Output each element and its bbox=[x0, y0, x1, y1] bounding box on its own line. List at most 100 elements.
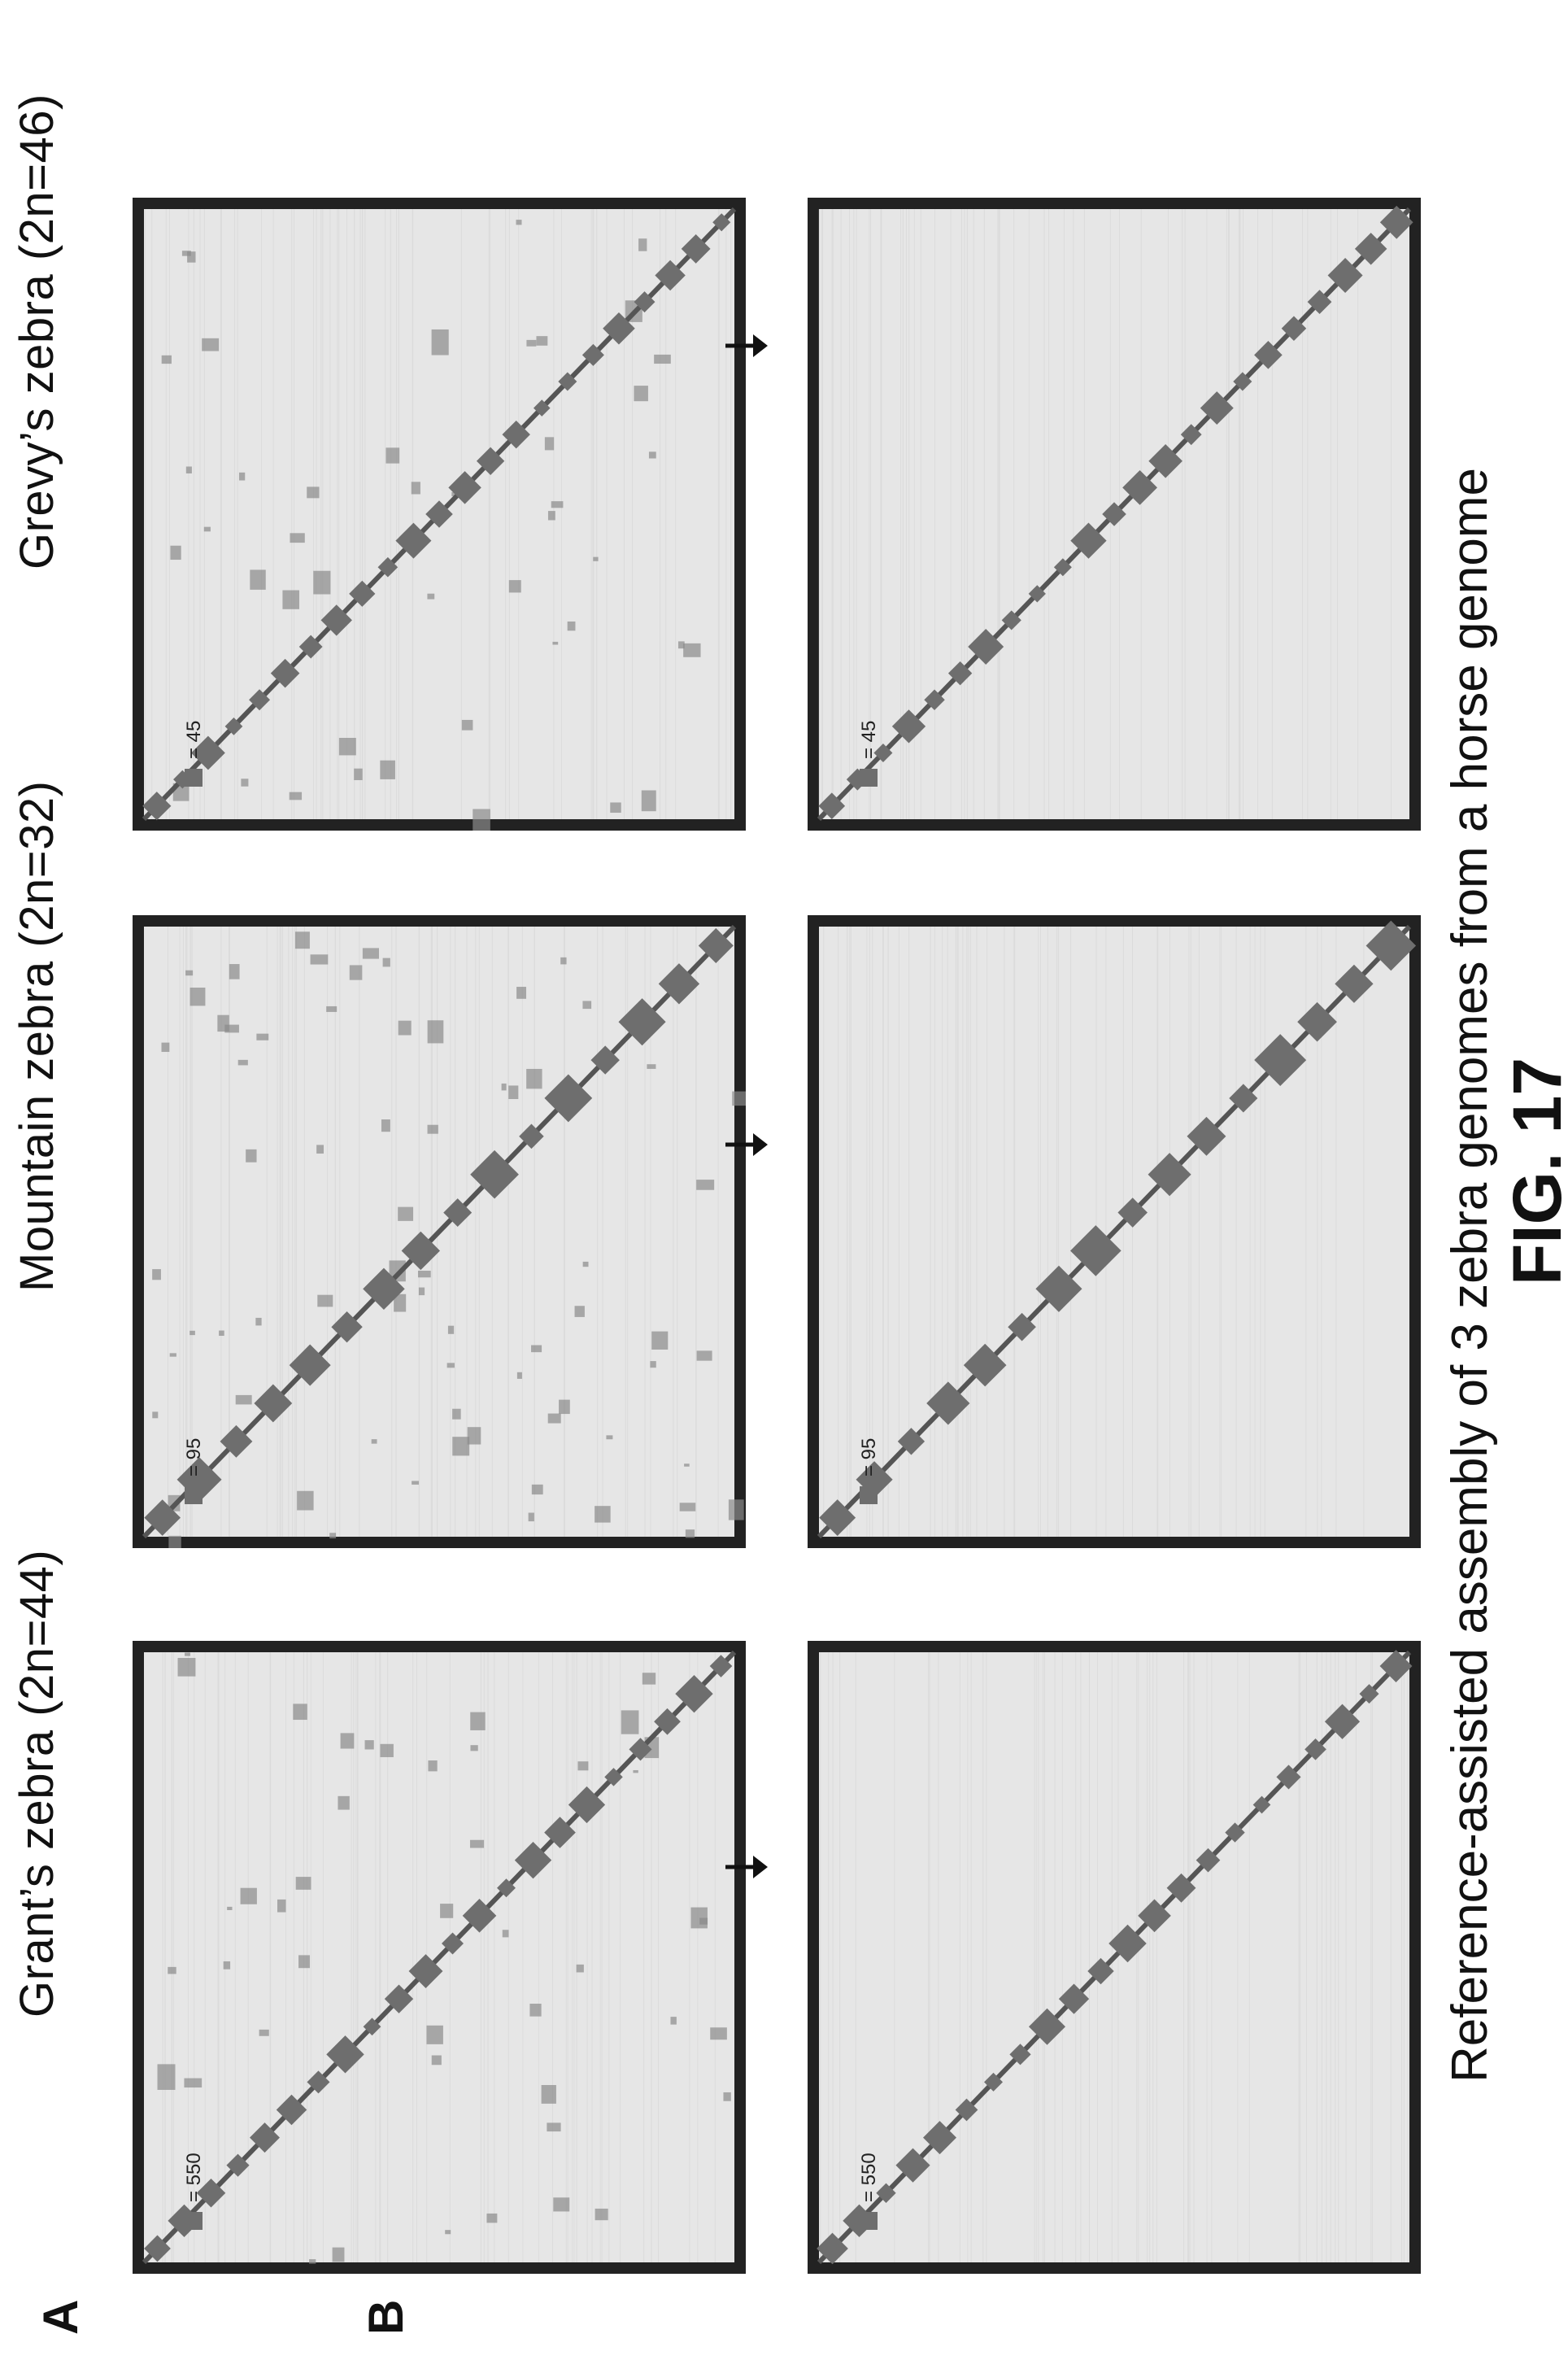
off-diagonal-mark bbox=[282, 590, 299, 609]
heatmap-a-grants-zebra: = 550 bbox=[133, 1641, 746, 2274]
off-diagonal-mark bbox=[696, 1180, 715, 1190]
chromosome-block bbox=[1008, 1312, 1036, 1341]
off-diagonal-mark bbox=[398, 1020, 412, 1036]
off-diagonal-mark bbox=[382, 958, 390, 967]
off-diagonal-mark bbox=[250, 569, 266, 590]
off-diagonal-mark bbox=[486, 2213, 498, 2223]
off-diagonal-mark bbox=[531, 1484, 543, 1495]
off-diagonal-mark bbox=[202, 338, 220, 351]
off-diagonal-mark bbox=[255, 1317, 262, 1326]
heatmap-a-grevys-zebra: = 45 bbox=[133, 198, 746, 831]
off-diagonal-mark bbox=[169, 1353, 176, 1357]
chromosome-block bbox=[224, 717, 243, 735]
off-diagonal-mark bbox=[547, 2122, 561, 2132]
off-diagonal-mark bbox=[259, 2029, 269, 2036]
off-diagonal-mark bbox=[593, 556, 599, 561]
off-diagonal-mark bbox=[219, 1330, 224, 1337]
off-diagonal-mark bbox=[467, 1427, 481, 1445]
figure-label: FIG. 17 bbox=[1499, 1057, 1568, 1285]
arrow-right-icon bbox=[725, 1856, 768, 1878]
chromosome-block bbox=[191, 735, 225, 770]
off-diagonal-mark bbox=[451, 491, 457, 496]
chromosome-block bbox=[873, 743, 893, 762]
off-diagonal-mark bbox=[582, 1001, 592, 1010]
off-diagonal-mark bbox=[431, 329, 449, 356]
chromosome-block bbox=[144, 1499, 181, 1536]
off-diagonal-mark bbox=[239, 472, 246, 481]
off-diagonal-mark bbox=[427, 1124, 438, 1134]
off-diagonal-mark bbox=[547, 511, 555, 521]
off-diagonal-mark bbox=[541, 2085, 556, 2104]
off-diagonal-mark bbox=[411, 482, 420, 495]
column-title-grevys-zebra: Grevy’s zebra (2n=46) bbox=[11, 94, 63, 569]
off-diagonal-mark bbox=[531, 1345, 542, 1353]
chromosome-block bbox=[1122, 469, 1157, 505]
svg-text:= 45: = 45 bbox=[183, 721, 205, 759]
off-diagonal-mark bbox=[641, 790, 656, 812]
off-diagonal-mark bbox=[501, 1083, 507, 1091]
panel-label-a: A bbox=[33, 2299, 88, 2335]
off-diagonal-mark bbox=[516, 220, 522, 225]
off-diagonal-mark bbox=[728, 1499, 744, 1520]
off-diagonal-mark bbox=[526, 339, 537, 347]
off-diagonal-mark bbox=[168, 1535, 181, 1548]
off-diagonal-mark bbox=[428, 1760, 438, 1772]
off-diagonal-mark bbox=[398, 1206, 414, 1221]
off-diagonal-mark bbox=[502, 1930, 509, 1938]
off-diagonal-mark bbox=[310, 954, 329, 965]
chromosome-block bbox=[443, 1198, 473, 1228]
off-diagonal-mark bbox=[237, 1059, 248, 1066]
chromosome-block bbox=[395, 522, 432, 559]
chromosome-block bbox=[363, 2018, 381, 2036]
svg-text:= 550: = 550 bbox=[858, 2153, 880, 2202]
off-diagonal-mark bbox=[307, 486, 320, 499]
off-diagonal-mark bbox=[380, 1743, 394, 1757]
chromosome-block bbox=[1276, 1765, 1301, 1790]
off-diagonal-mark bbox=[362, 948, 379, 959]
off-diagonal-mark bbox=[473, 809, 490, 831]
off-diagonal-mark bbox=[647, 1064, 656, 1069]
off-diagonal-mark bbox=[633, 1769, 638, 1773]
off-diagonal-mark bbox=[684, 1464, 690, 1467]
heatmap-legend: = 45 bbox=[183, 721, 205, 787]
off-diagonal-mark bbox=[161, 1042, 170, 1053]
off-diagonal-mark bbox=[189, 988, 206, 1006]
chromosome-block bbox=[1200, 391, 1234, 425]
off-diagonal-mark bbox=[461, 719, 473, 731]
off-diagonal-mark bbox=[536, 336, 548, 346]
off-diagonal-mark bbox=[528, 1512, 534, 1522]
off-diagonal-mark bbox=[385, 447, 400, 464]
off-diagonal-mark bbox=[418, 1287, 425, 1296]
off-diagonal-mark bbox=[642, 1673, 656, 1685]
off-diagonal-mark bbox=[394, 1293, 407, 1312]
off-diagonal-mark bbox=[329, 1533, 337, 1539]
column-title-grants-zebra: Grant’s zebra (2n=44) bbox=[11, 1549, 63, 2018]
off-diagonal-mark bbox=[427, 593, 435, 600]
off-diagonal-mark bbox=[189, 1330, 195, 1336]
off-diagonal-mark bbox=[610, 802, 621, 814]
off-diagonal-mark bbox=[168, 1966, 176, 1974]
chromosome-block bbox=[270, 658, 300, 688]
chromosome-block bbox=[1117, 1197, 1148, 1228]
off-diagonal-mark bbox=[447, 1325, 455, 1334]
off-diagonal-mark bbox=[553, 2197, 570, 2212]
off-diagonal-mark bbox=[650, 1361, 656, 1368]
off-diagonal-mark bbox=[516, 987, 527, 999]
off-diagonal-mark bbox=[185, 970, 194, 976]
chromosome-block bbox=[497, 1878, 516, 1898]
svg-text:= 45: = 45 bbox=[858, 721, 880, 759]
chromosome-block bbox=[462, 1899, 497, 1933]
off-diagonal-mark bbox=[469, 1839, 485, 1848]
off-diagonal-mark bbox=[277, 1899, 286, 1913]
chromosome-block bbox=[897, 1428, 926, 1455]
off-diagonal-mark bbox=[577, 1761, 589, 1771]
off-diagonal-mark bbox=[185, 1652, 190, 1656]
off-diagonal-mark bbox=[187, 251, 196, 263]
chromosome-block bbox=[1028, 2008, 1066, 2045]
off-diagonal-mark bbox=[529, 2004, 542, 2017]
off-diagonal-mark bbox=[595, 2208, 608, 2221]
off-diagonal-mark bbox=[595, 1506, 611, 1523]
heatmap-legend: = 550 bbox=[858, 2153, 880, 2230]
off-diagonal-mark bbox=[431, 2055, 442, 2066]
